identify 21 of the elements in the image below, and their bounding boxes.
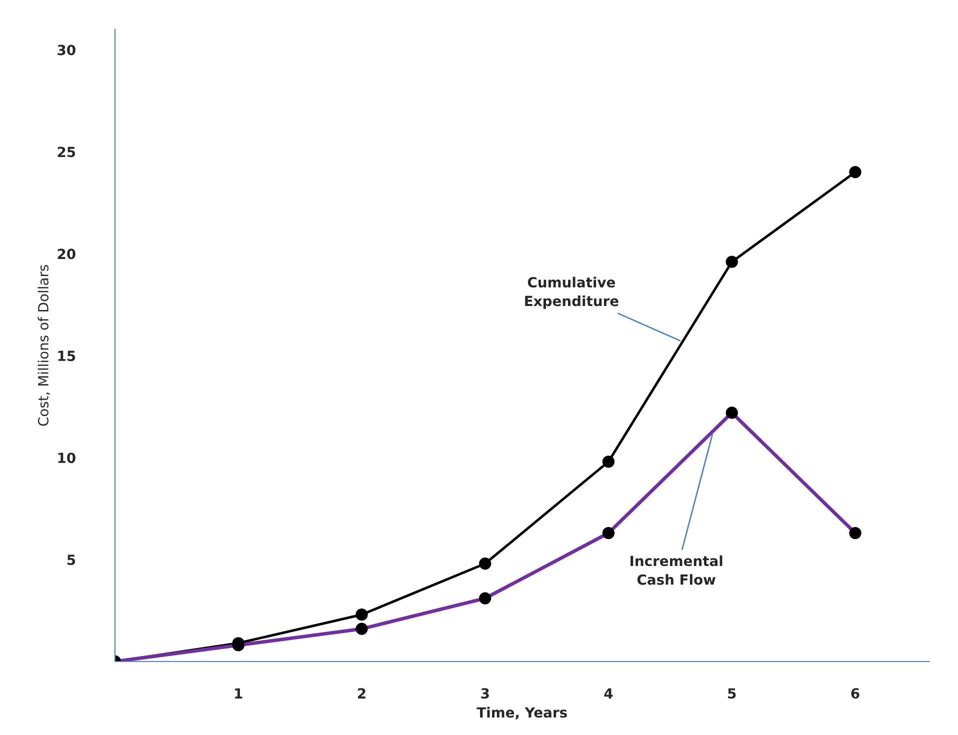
y-axis-title: Cost, Millions of Dollars: [38, 265, 50, 426]
x-tick-label: 2: [358, 688, 366, 698]
y-tick-label: 25: [58, 146, 76, 158]
x-tick-label: 6: [851, 688, 860, 699]
point: [479, 558, 492, 570]
annotation: Cumulative Expenditure: [525, 276, 618, 309]
y-tick-label: 15: [58, 350, 76, 362]
y-tick-label: 20: [58, 248, 76, 260]
annotation: Incremental Cash Flow: [630, 555, 722, 585]
x-tick-label: 3: [481, 688, 489, 699]
x-tick-label: 4: [604, 688, 613, 698]
point: [849, 166, 862, 178]
x-axis-title: Time, Years: [476, 706, 567, 720]
y-tick-label: 30: [58, 44, 76, 56]
point: [726, 256, 738, 268]
x-tick-label: 1: [235, 688, 242, 698]
x-tick-label: 5: [728, 688, 736, 699]
y-tick-label: 5: [67, 554, 76, 566]
point: [356, 608, 368, 621]
point: [602, 456, 615, 468]
y-tick-label: 10: [58, 452, 76, 464]
